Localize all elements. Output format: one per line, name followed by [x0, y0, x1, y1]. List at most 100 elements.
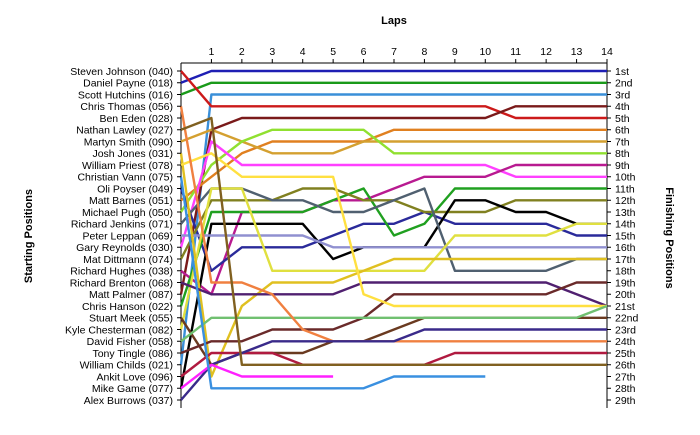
start-position-label: Josh Jones (031) — [92, 148, 173, 160]
start-position-label: William Priest (078) — [82, 160, 173, 172]
series-line — [180, 128, 607, 155]
series-line — [180, 70, 607, 120]
finish-position-label: 28th — [615, 383, 636, 395]
lap-tick-label: 1 — [209, 46, 215, 58]
series-line — [179, 188, 607, 272]
finish-position-label: 26th — [615, 360, 636, 372]
lap-tick-label: 2 — [239, 46, 245, 58]
finish-position-label: 25th — [615, 348, 636, 360]
lap-tick-label: 7 — [391, 46, 397, 58]
start-position-label: Richard Brenton (068) — [70, 277, 173, 289]
finish-position-label: 2nd — [615, 78, 633, 90]
finish-position-label: 12th — [615, 195, 636, 207]
start-position-label: David Fisher (058) — [87, 336, 173, 348]
start-position-label: Scott Hutchins (016) — [78, 89, 173, 101]
series-line — [180, 281, 608, 308]
start-position-label: William Childs (021) — [80, 360, 173, 372]
finish-position-label: 29th — [615, 395, 636, 407]
start-position-label: Stuart Meek (055) — [89, 313, 173, 325]
finish-position-label: 4th — [615, 101, 630, 113]
series-line — [180, 116, 607, 366]
start-position-label: Steven Johnson (040) — [70, 66, 173, 78]
finish-position-label: 13th — [615, 207, 636, 219]
finish-position-label: 19th — [615, 277, 636, 289]
series-line — [180, 363, 334, 390]
finish-position-label: 11th — [615, 183, 635, 195]
lap-tick-label: 12 — [540, 46, 552, 58]
series-line — [180, 304, 608, 343]
finish-position-label: 20th — [615, 289, 636, 301]
start-position-label: Kyle Chesterman (082) — [65, 324, 173, 336]
finish-position-label: 5th — [615, 113, 630, 125]
series-line — [180, 69, 607, 84]
finish-position-label: 6th — [615, 125, 630, 137]
series-line — [179, 176, 486, 390]
start-position-label: Mike Game (077) — [92, 383, 173, 395]
finish-position-label: 10th — [615, 172, 636, 184]
start-position-label: Tony Tingle (086) — [92, 348, 173, 360]
start-position-label: Ben Eden (028) — [99, 113, 173, 125]
lap-tick-label: 9 — [452, 46, 458, 58]
finish-position-label: 23rd — [615, 324, 636, 336]
finish-position-label: 14th — [615, 219, 636, 231]
finish-position-label: 24th — [615, 336, 636, 348]
finish-position-label: 18th — [615, 266, 636, 278]
finish-position-label: 27th — [615, 371, 636, 383]
series-line — [180, 128, 607, 202]
start-position-label: Ankit Love (096) — [97, 371, 173, 383]
start-position-label: Chris Hanson (022) — [82, 301, 173, 313]
finish-position-label: 1st — [615, 66, 629, 78]
series-line — [180, 163, 607, 296]
left-axis-title: Starting Positions — [23, 189, 35, 283]
series-line — [179, 128, 607, 213]
series-line — [180, 187, 607, 272]
tick-layer: 1 2 3 4 5 6 7 8 9 10 11 12 13 14 — [177, 46, 613, 401]
start-position-label: Richard Jenkins (071) — [71, 219, 173, 231]
lap-tick-label: 6 — [361, 46, 367, 58]
start-position-label: Oli Poyser (049) — [97, 183, 173, 195]
series-line — [179, 187, 607, 307]
start-position-label: Martyn Smith (090) — [84, 136, 173, 148]
lap-tick-label: 13 — [571, 46, 583, 58]
series-line — [179, 105, 607, 295]
finish-position-label: 3rd — [615, 89, 630, 101]
start-position-label: Richard Hughes (038) — [70, 266, 173, 278]
finish-position-label: 16th — [615, 242, 636, 254]
series-line — [179, 153, 607, 378]
series-line — [180, 328, 607, 401]
top-axis-title: Laps — [381, 15, 407, 27]
lap-tick-label: 8 — [422, 46, 428, 58]
series-line — [181, 234, 607, 249]
start-position-label: Christian Vann (075) — [77, 172, 173, 184]
label-layer: Steven Johnson (040)Daniel Payne (018)Sc… — [65, 66, 638, 407]
finish-position-label: 22nd — [615, 313, 639, 325]
start-position-label: Michael Pugh (050) — [82, 207, 173, 219]
start-position-label: Mat Dittmann (074) — [83, 254, 173, 266]
lap-tick-label: 14 — [601, 46, 613, 58]
lap-tick-label: 5 — [330, 46, 336, 58]
finish-position-label: 9th — [615, 160, 630, 172]
lap-tick-label: 11 — [510, 46, 521, 58]
lap-tick-label: 4 — [300, 46, 306, 58]
right-axis-title: Finishing Positions — [663, 187, 675, 288]
series-line — [179, 187, 607, 330]
lap-tick-label: 10 — [479, 46, 491, 58]
finish-position-label: 21st — [615, 301, 635, 313]
start-position-label: Nathan Lawley (027) — [76, 125, 173, 137]
start-position-label: Alex Burrows (037) — [84, 395, 173, 407]
series-line — [179, 140, 607, 248]
series-line — [180, 81, 607, 96]
start-position-label: Daniel Payne (018) — [83, 78, 173, 90]
finish-position-label: 17th — [615, 254, 636, 266]
lap-tick-label: 3 — [269, 46, 275, 58]
series-line — [179, 93, 607, 365]
finish-position-label: 7th — [615, 136, 630, 148]
series-line — [180, 152, 607, 308]
start-position-label: Matt Barnes (051) — [89, 195, 173, 207]
series-line — [180, 281, 607, 355]
start-position-label: Matt Palmer (087) — [89, 289, 173, 301]
start-position-label: Peter Leppan (069) — [83, 230, 173, 242]
start-position-label: Gary Reynolds (030) — [76, 242, 173, 254]
finish-position-label: 15th — [615, 230, 636, 242]
